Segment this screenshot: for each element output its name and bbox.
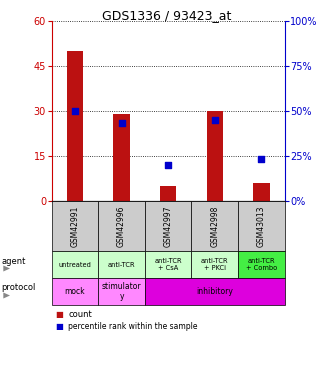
Text: GSM42996: GSM42996	[117, 205, 126, 247]
Text: protocol: protocol	[2, 284, 36, 292]
Text: ■: ■	[55, 322, 63, 331]
Point	[166, 162, 171, 168]
Text: mock: mock	[65, 287, 85, 296]
Bar	[67, 51, 83, 201]
Text: percentile rank within the sample: percentile rank within the sample	[68, 322, 198, 331]
Text: anti-TCR: anti-TCR	[108, 262, 135, 268]
Text: anti-TCR
+ PKCi: anti-TCR + PKCi	[201, 258, 228, 271]
Point	[259, 156, 264, 162]
Text: GDS1336 / 93423_at: GDS1336 / 93423_at	[102, 9, 231, 22]
Bar	[206, 111, 223, 201]
Text: anti-TCR
+ CsA: anti-TCR + CsA	[155, 258, 182, 271]
Text: count: count	[68, 310, 92, 319]
Text: GSM43013: GSM43013	[257, 205, 266, 247]
Text: ■: ■	[55, 310, 63, 319]
Bar	[113, 114, 130, 201]
Point	[72, 108, 78, 114]
Text: anti-TCR
+ Combo: anti-TCR + Combo	[246, 258, 277, 271]
Text: GSM42997: GSM42997	[164, 205, 173, 247]
Text: GSM42998: GSM42998	[210, 205, 219, 247]
Text: inhibitory: inhibitory	[196, 287, 233, 296]
Text: untreated: untreated	[59, 262, 91, 268]
Point	[119, 120, 124, 126]
Text: GSM42991: GSM42991	[70, 205, 80, 247]
Text: agent: agent	[2, 256, 26, 265]
Bar	[160, 186, 176, 201]
Bar	[253, 183, 269, 201]
Point	[212, 117, 217, 123]
Text: stimulator
y: stimulator y	[102, 282, 141, 302]
